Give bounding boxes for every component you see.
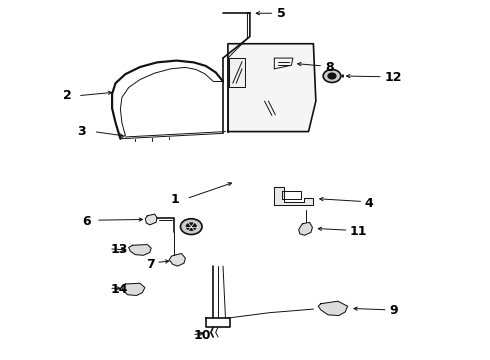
Circle shape bbox=[323, 69, 341, 82]
Text: 12: 12 bbox=[384, 71, 402, 84]
Text: 2: 2 bbox=[63, 89, 72, 102]
Polygon shape bbox=[146, 214, 157, 225]
Circle shape bbox=[180, 219, 202, 234]
Text: 3: 3 bbox=[77, 125, 86, 138]
Circle shape bbox=[328, 73, 336, 79]
Polygon shape bbox=[299, 222, 313, 235]
Polygon shape bbox=[228, 44, 316, 132]
Text: 14: 14 bbox=[111, 283, 128, 296]
Polygon shape bbox=[229, 58, 245, 87]
Text: 11: 11 bbox=[350, 225, 368, 238]
Text: 9: 9 bbox=[389, 305, 398, 318]
Text: 10: 10 bbox=[194, 329, 211, 342]
Text: 1: 1 bbox=[171, 193, 179, 206]
Polygon shape bbox=[129, 244, 151, 255]
Text: 6: 6 bbox=[82, 215, 91, 228]
Polygon shape bbox=[122, 283, 145, 296]
Text: 8: 8 bbox=[326, 60, 334, 73]
Text: 7: 7 bbox=[146, 258, 155, 271]
Text: 4: 4 bbox=[365, 197, 373, 210]
Text: 5: 5 bbox=[277, 7, 286, 20]
Circle shape bbox=[186, 223, 196, 230]
Polygon shape bbox=[169, 253, 185, 266]
Text: 13: 13 bbox=[111, 243, 128, 256]
Polygon shape bbox=[274, 187, 314, 205]
Polygon shape bbox=[318, 301, 347, 316]
